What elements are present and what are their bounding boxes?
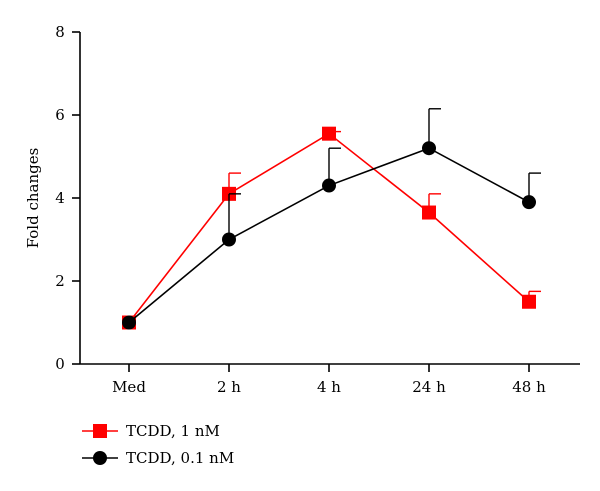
legend-label: TCDD, 1 nM	[126, 422, 220, 440]
series-2	[122, 108, 541, 330]
data-point-square	[422, 205, 436, 220]
legend-label: TCDD, 0.1 nM	[126, 449, 234, 467]
y-tick-label: 4	[55, 189, 65, 207]
x-tick-label: 4 h	[317, 378, 341, 396]
data-point-circle	[422, 141, 436, 156]
data-point-circle	[522, 195, 536, 210]
legend-marker-circle	[93, 451, 107, 465]
legend: TCDD, 1 nM TCDD, 0.1 nM	[82, 422, 234, 467]
x-tick-label: Med	[112, 378, 146, 396]
y-ticks: 0 2 4 6 8	[55, 23, 80, 373]
y-tick-label: 2	[55, 272, 65, 290]
data-point-square	[522, 294, 536, 309]
y-tick-label: 8	[55, 23, 65, 41]
x-tick-label: 48 h	[512, 378, 546, 396]
x-tick-label: 2 h	[217, 378, 241, 396]
legend-marker-square	[93, 424, 107, 438]
series-layer	[122, 108, 541, 330]
series-1	[122, 126, 541, 330]
y-tick-label: 0	[55, 355, 65, 373]
x-ticks: Med 2 h 4 h 24 h 48 h	[112, 364, 546, 396]
y-axis-title: Fold changes	[24, 148, 42, 249]
data-point-square	[322, 126, 336, 141]
x-tick-label: 24 h	[412, 378, 446, 396]
y-tick-label: 6	[55, 106, 65, 124]
data-point-circle	[322, 178, 336, 193]
legend-item-1: TCDD, 1 nM	[82, 422, 220, 440]
data-point-circle	[222, 232, 236, 247]
data-point-circle	[122, 315, 136, 330]
axes	[79, 32, 580, 365]
legend-item-2: TCDD, 0.1 nM	[82, 449, 234, 467]
